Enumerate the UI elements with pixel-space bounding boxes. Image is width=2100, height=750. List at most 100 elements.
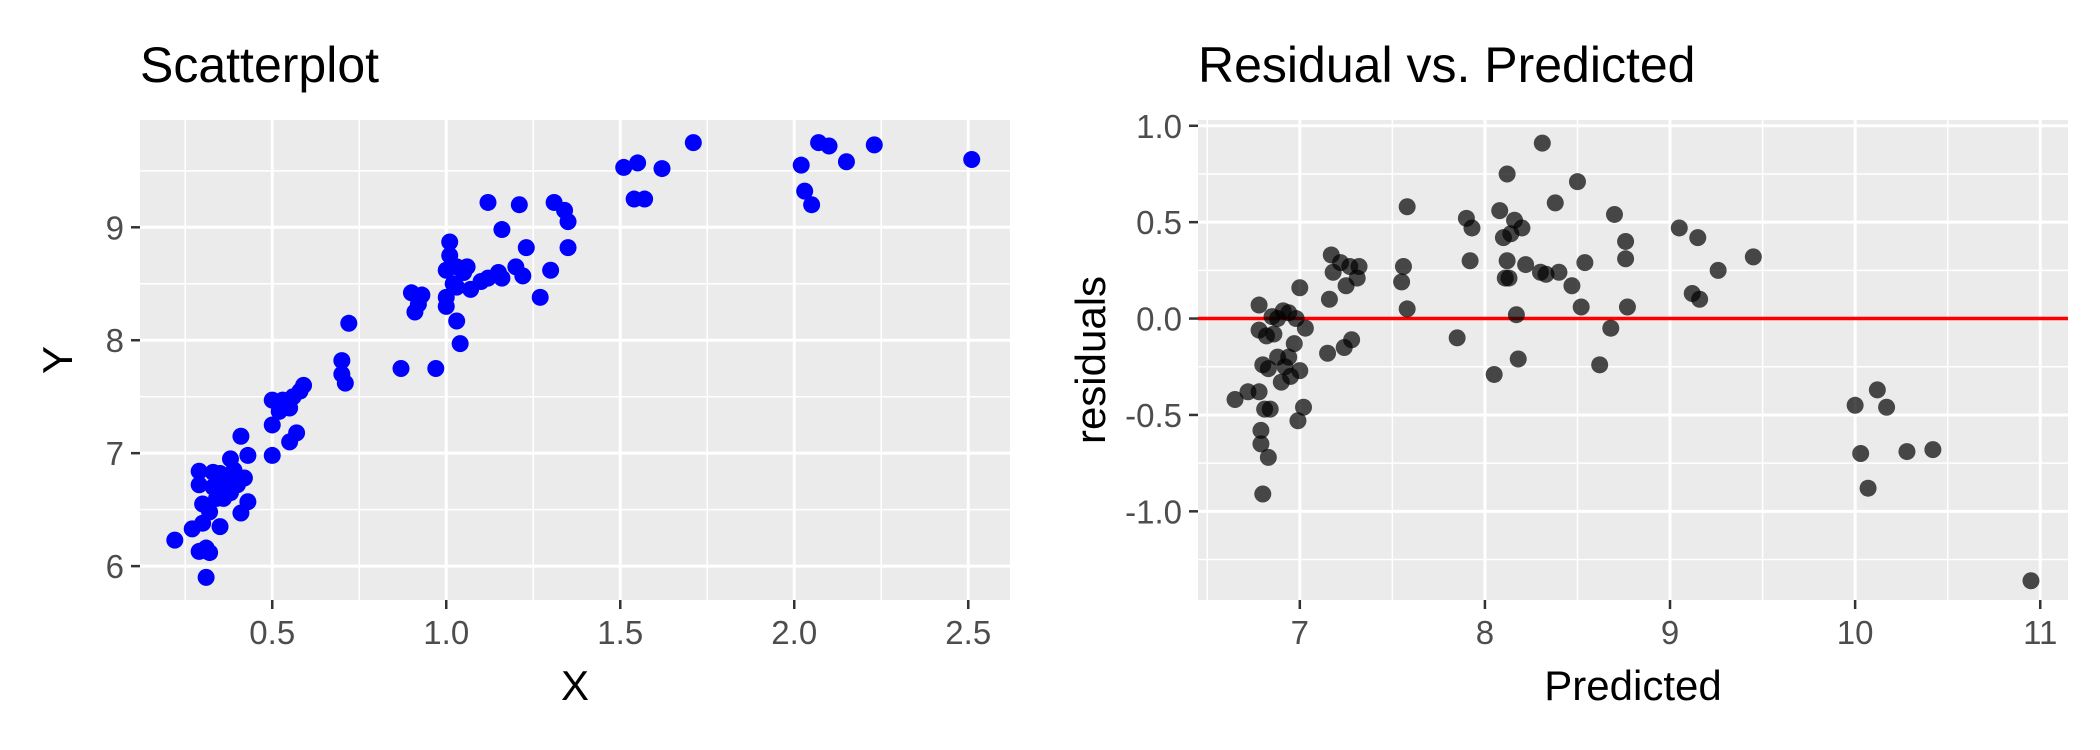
- data-point: [1393, 273, 1411, 291]
- x-axis-title: X: [561, 662, 589, 709]
- data-point: [340, 314, 358, 332]
- data-point: [1572, 298, 1590, 316]
- y-tick-label: 8: [106, 322, 124, 359]
- x-tick-label: 1.5: [597, 614, 643, 651]
- data-point: [235, 469, 253, 487]
- data-point: [263, 446, 281, 464]
- x-tick-label: 8: [1476, 614, 1494, 651]
- data-point: [441, 233, 459, 251]
- data-point: [1291, 362, 1309, 380]
- data-point: [1259, 448, 1277, 466]
- data-point: [232, 427, 250, 445]
- data-point: [1448, 329, 1466, 347]
- scatterplot-chart: Scatterplot 0.5 1.0 1.5 2.0 2.5 6 7 8 9 X Y: [34, 37, 1010, 709]
- data-point: [1846, 396, 1864, 414]
- data-point: [1265, 325, 1283, 343]
- data-point: [1517, 256, 1535, 274]
- data-point: [1295, 398, 1313, 416]
- data-point: [288, 424, 306, 442]
- axis-ticks: 0.5 1.0 1.5 2.0 2.5 6 7 8 9: [106, 209, 992, 651]
- data-point: [201, 544, 219, 562]
- data-point: [820, 137, 838, 155]
- data-point: [792, 156, 810, 174]
- y-tick-label: 0.0: [1136, 301, 1182, 338]
- data-point: [1670, 219, 1688, 237]
- data-point: [1350, 258, 1368, 276]
- data-point: [493, 221, 511, 239]
- x-tick-label: 11: [2023, 614, 2057, 651]
- data-point: [1296, 319, 1314, 337]
- data-point: [1252, 421, 1270, 439]
- y-tick-label: 7: [106, 435, 124, 472]
- data-point: [1394, 258, 1412, 276]
- axis-ticks: 7 8 9 10 11 1.0 0.5 0.0 -0.5 -1.0: [1125, 108, 2057, 651]
- data-point: [1485, 365, 1503, 383]
- x-tick-label: 0.5: [249, 614, 295, 651]
- data-point: [1550, 263, 1568, 281]
- data-point: [333, 352, 351, 370]
- data-point: [1254, 485, 1272, 503]
- data-point: [1291, 279, 1309, 297]
- data-point: [559, 239, 577, 257]
- data-point: [1602, 319, 1620, 337]
- data-point: [1617, 250, 1635, 268]
- data-point: [239, 446, 257, 464]
- data-point: [1289, 412, 1307, 430]
- data-point: [197, 568, 215, 586]
- data-point: [1591, 356, 1609, 374]
- data-point: [1343, 331, 1361, 349]
- data-point: [531, 288, 549, 306]
- data-point: [1744, 248, 1762, 266]
- data-point: [1859, 479, 1877, 497]
- data-point: [1259, 360, 1277, 378]
- data-point: [1878, 398, 1896, 416]
- data-point: [1509, 350, 1527, 368]
- data-point: [1252, 435, 1270, 453]
- data-point: [615, 158, 633, 176]
- data-point: [1605, 205, 1623, 223]
- data-point: [437, 288, 455, 306]
- data-point: [201, 503, 219, 521]
- data-point: [1852, 444, 1870, 462]
- data-point: [1498, 252, 1516, 270]
- data-point: [1617, 232, 1635, 250]
- x-tick-label: 9: [1661, 614, 1679, 651]
- data-point: [865, 136, 883, 154]
- data-point: [1498, 165, 1516, 183]
- data-point: [514, 267, 532, 285]
- data-point: [336, 374, 354, 392]
- data-point: [1537, 265, 1555, 283]
- data-point: [493, 269, 511, 287]
- y-tick-label: 0.5: [1136, 204, 1182, 241]
- data-point: [295, 376, 313, 394]
- y-tick-label: -1.0: [1125, 493, 1182, 530]
- data-point: [653, 160, 671, 178]
- data-point: [1261, 400, 1279, 418]
- data-point: [1533, 134, 1551, 152]
- x-tick-label: 10: [1837, 614, 1874, 651]
- data-point: [559, 213, 577, 231]
- data-point: [1924, 441, 1942, 459]
- data-point: [166, 531, 184, 549]
- x-tick-label: 2.0: [771, 614, 817, 651]
- data-point: [837, 153, 855, 171]
- data-point: [451, 335, 469, 353]
- data-point: [1689, 229, 1707, 247]
- data-point: [542, 261, 560, 279]
- data-point: [629, 154, 647, 172]
- y-tick-label: 9: [106, 209, 124, 246]
- residual-chart: Residual vs. Predicted 7 8 9 10 11 1.0 0.5 0.0 -…: [1067, 37, 2068, 709]
- data-point: [1546, 194, 1564, 212]
- x-tick-label: 1.0: [423, 614, 469, 651]
- data-point: [190, 476, 208, 494]
- data-point: [796, 182, 814, 200]
- data-point: [1398, 300, 1416, 318]
- data-point: [458, 258, 476, 276]
- data-point: [263, 416, 281, 434]
- data-point: [1461, 252, 1479, 270]
- grid-lines: [140, 120, 1010, 600]
- x-axis-title: Predicted: [1544, 662, 1721, 709]
- data-point: [636, 190, 654, 208]
- data-point: [392, 359, 410, 377]
- data-points: [1226, 134, 2040, 590]
